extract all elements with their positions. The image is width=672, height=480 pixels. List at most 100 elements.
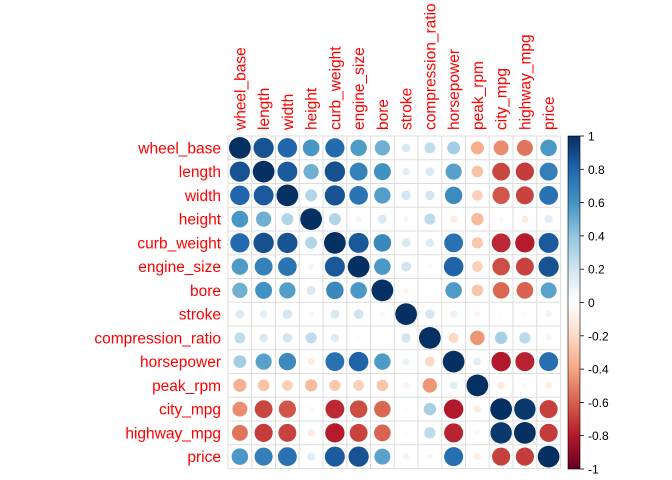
- corr-circle-stroke-peak_rpm: [474, 311, 481, 318]
- column-label-engine_size: engine_size: [351, 47, 368, 130]
- corr-circle-wheel_base-peak_rpm: [470, 141, 484, 155]
- corr-circle-city_mpg-height: [308, 406, 314, 412]
- color-legend-tick-label: -0.2: [588, 329, 609, 343]
- corr-circle-highway_mpg-horsepower: [444, 423, 464, 443]
- corr-circle-price-horsepower: [444, 447, 464, 467]
- corr-circle-stroke-price: [545, 311, 552, 318]
- corr-circle-height-width: [281, 213, 294, 226]
- corr-circle-horsepower-highway_mpg: [515, 352, 535, 372]
- corr-circle-price-length: [254, 447, 273, 466]
- column-label-compression_ratio: compression_ratio: [422, 3, 439, 130]
- color-legend-tick-label: 1: [588, 130, 595, 144]
- corr-circle-compression_ratio-horsepower: [448, 332, 459, 343]
- column-label-width: width: [280, 94, 297, 131]
- corr-circle-bore-width: [279, 282, 296, 299]
- corr-circle-length-curb_weight: [324, 161, 346, 182]
- corr-circle-wheel_base-city_mpg: [493, 140, 509, 156]
- corr-circle-peak_rpm-price: [545, 381, 553, 389]
- corr-circle-horsepower-length: [255, 353, 272, 370]
- corr-circle-stroke-height: [308, 311, 314, 317]
- corr-circle-curb_weight-peak_rpm: [471, 237, 484, 249]
- corr-circle-stroke-city_mpg: [499, 312, 504, 317]
- color-legend-tick-label: -0.8: [588, 429, 609, 443]
- color-legend-bar: [567, 135, 581, 470]
- corr-circle-wheel_base-compression_ratio: [424, 142, 436, 154]
- corr-circle-height-bore: [377, 214, 387, 224]
- corr-circle-peak_rpm-horsepower: [449, 381, 458, 390]
- corr-circle-bore-peak_rpm: [471, 284, 484, 297]
- corr-circle-highway_mpg-bore: [374, 424, 391, 442]
- color-legend-tick-label: -0.4: [588, 363, 609, 377]
- corr-circle-stroke-length: [259, 310, 268, 318]
- corr-circle-length-peak_rpm: [471, 165, 484, 178]
- corr-circle-wheel_base-horsepower: [447, 141, 461, 155]
- corr-circle-width-wheel_base: [230, 185, 250, 206]
- color-legend-tick-label: 0: [588, 296, 595, 310]
- corr-circle-peak_rpm-length: [257, 379, 270, 392]
- corr-circle-stroke-curb_weight: [330, 309, 340, 319]
- row-label-curb_weight: curb_weight: [137, 235, 221, 252]
- corr-circle-horsepower-price: [539, 352, 559, 372]
- corr-circle-highway_mpg-highway_mpg: [513, 421, 536, 444]
- corr-circle-height-highway_mpg: [521, 215, 529, 223]
- corr-circle-engine_size-length: [254, 257, 273, 276]
- corr-circle-city_mpg-highway_mpg: [514, 398, 536, 420]
- row-label-horsepower: horsepower: [140, 354, 221, 371]
- column-label-city_mpg: city_mpg: [494, 68, 511, 130]
- corr-circle-curb_weight-width: [277, 232, 298, 254]
- corr-circle-height-peak_rpm: [471, 212, 484, 226]
- corr-circle-city_mpg-compression_ratio: [423, 402, 437, 416]
- column-label-price: price: [541, 96, 558, 130]
- corr-circle-width-height: [305, 189, 318, 202]
- corr-circle-price-curb_weight: [324, 446, 345, 467]
- corr-circle-city_mpg-engine_size: [349, 400, 368, 418]
- row-label-height: height: [179, 212, 222, 229]
- corr-circle-bore-height: [306, 285, 316, 295]
- corr-circle-wheel_base-price: [540, 139, 557, 157]
- corr-circle-price-stroke: [403, 453, 410, 460]
- corr-circle-horsepower-stroke: [402, 358, 410, 366]
- corr-circle-city_mpg-peak_rpm: [473, 405, 481, 413]
- corr-circle-peak_rpm-highway_mpg: [522, 382, 528, 388]
- corr-circle-length-engine_size: [349, 162, 368, 181]
- corr-circle-length-wheel_base: [229, 161, 251, 182]
- corr-circle-curb_weight-curb_weight: [323, 231, 346, 254]
- corr-circle-curb_weight-engine_size: [348, 232, 369, 253]
- corr-circle-curb_weight-wheel_base: [230, 233, 250, 253]
- column-label-curb_weight: curb_weight: [327, 46, 344, 130]
- corr-circle-city_mpg-width: [278, 400, 297, 418]
- corr-circle-highway_mpg-curb_weight: [325, 423, 345, 443]
- corr-circle-compression_ratio-stroke: [401, 333, 411, 343]
- corr-circle-bore-length: [255, 281, 273, 299]
- corr-circle-length-width: [277, 161, 298, 182]
- row-label-price: price: [187, 449, 221, 466]
- corr-circle-city_mpg-horsepower: [443, 399, 464, 419]
- corr-circle-compression_ratio-engine_size: [356, 335, 361, 340]
- corr-circle-horsepower-height: [307, 358, 315, 366]
- corr-circle-stroke-horsepower: [450, 310, 458, 318]
- corr-circle-highway_mpg-price: [539, 423, 558, 442]
- corr-circle-horsepower-width: [278, 352, 297, 371]
- corr-circle-engine_size-curb_weight: [324, 256, 345, 277]
- row-label-engine_size: engine_size: [138, 259, 221, 276]
- corr-circle-engine_size-horsepower: [443, 256, 464, 277]
- corr-circle-length-bore: [373, 163, 391, 181]
- corr-circle-horsepower-bore: [374, 353, 391, 370]
- corr-circle-compression_ratio-width: [282, 333, 293, 343]
- corr-circle-city_mpg-length: [254, 400, 273, 419]
- color-legend-tick-label: 0.8: [588, 163, 605, 177]
- corr-circle-length-stroke: [402, 167, 410, 176]
- corr-circle-highway_mpg-length: [254, 423, 273, 442]
- corr-circle-highway_mpg-engine_size: [349, 423, 368, 442]
- row-label-wheel_base: wheel_base: [137, 140, 221, 157]
- corr-circle-horsepower-curb_weight: [325, 352, 345, 372]
- color-legend-tick-label: -1: [588, 463, 599, 477]
- corr-circle-bore-horsepower: [445, 282, 462, 299]
- corr-circle-wheel_base-stroke: [401, 143, 411, 153]
- row-label-length: length: [179, 164, 221, 181]
- corr-circle-peak_rpm-height: [304, 379, 318, 392]
- corr-circle-peak_rpm-stroke: [403, 382, 410, 389]
- corr-circle-bore-stroke: [403, 287, 409, 294]
- row-label-compression_ratio: compression_ratio: [94, 330, 221, 347]
